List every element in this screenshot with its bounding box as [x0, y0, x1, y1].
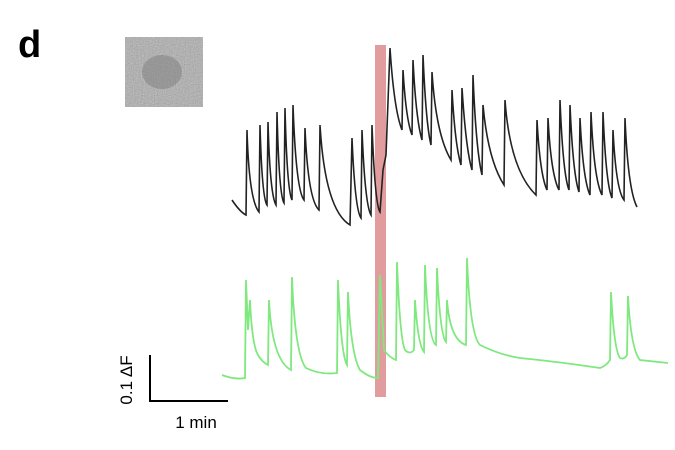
scale-bar-x-label: 1 min — [175, 413, 217, 432]
green-trace — [221, 257, 669, 380]
black-trace — [231, 47, 638, 227]
scale-bar: 0.1 ΔF 1 min — [117, 355, 228, 432]
stimulus-bar — [375, 45, 386, 397]
scale-bar-y-label: 0.1 ΔF — [117, 355, 136, 404]
panel-label: d — [18, 24, 41, 66]
cell-thumbnail — [125, 37, 203, 107]
